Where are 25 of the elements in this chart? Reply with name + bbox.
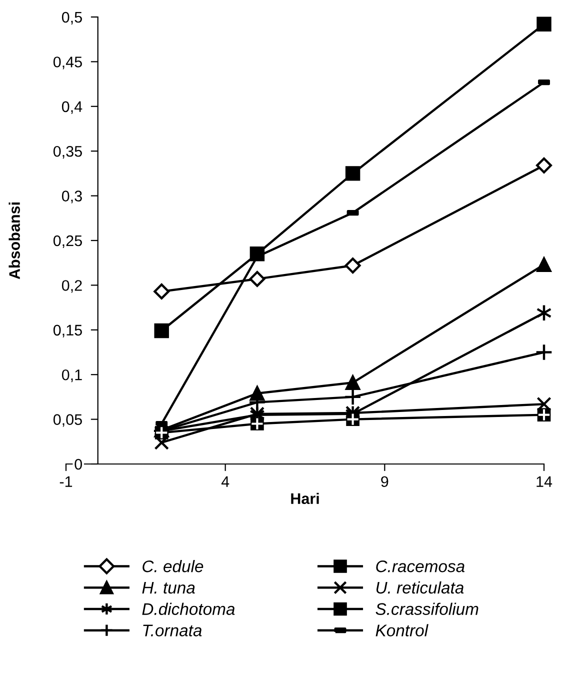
legend-label: S.crassifolium bbox=[376, 602, 478, 615]
y-tick-label: 0,3 bbox=[62, 190, 82, 204]
y-axis-title: Absobansi bbox=[8, 202, 20, 280]
x-tick-label: 9 bbox=[381, 476, 388, 488]
legend-label: Kontrol bbox=[376, 624, 428, 636]
legend-label: T.ornata bbox=[143, 624, 202, 636]
y-tick-label: 0,15 bbox=[53, 324, 82, 338]
legend-label: C. edule bbox=[142, 560, 204, 572]
y-tick-label: 0,25 bbox=[53, 235, 82, 248]
x-axis-title: Hari bbox=[291, 492, 319, 504]
legend-label: H. tuna bbox=[142, 582, 195, 594]
y-tick-label: 0,45 bbox=[53, 56, 82, 70]
y-tick-label: 0,1 bbox=[62, 369, 82, 382]
y-tick-label: 0,4 bbox=[62, 101, 82, 114]
x-tick-label: 14 bbox=[536, 476, 552, 487]
y-tick-label: 0,05 bbox=[53, 414, 82, 427]
y-tick-label: 0,5 bbox=[62, 12, 82, 24]
x-tick-label: 4 bbox=[221, 476, 230, 487]
y-tick-label: 0 bbox=[74, 458, 82, 470]
legend-label: C.racemosa bbox=[376, 560, 465, 572]
legend-label: D.dichotoma bbox=[142, 602, 235, 615]
legend-label: U. reticulata bbox=[376, 581, 464, 594]
y-tick-label: 0,35 bbox=[53, 146, 82, 159]
x-tick-label: -1 bbox=[60, 476, 72, 487]
y-tick-label: 0,2 bbox=[62, 280, 82, 293]
